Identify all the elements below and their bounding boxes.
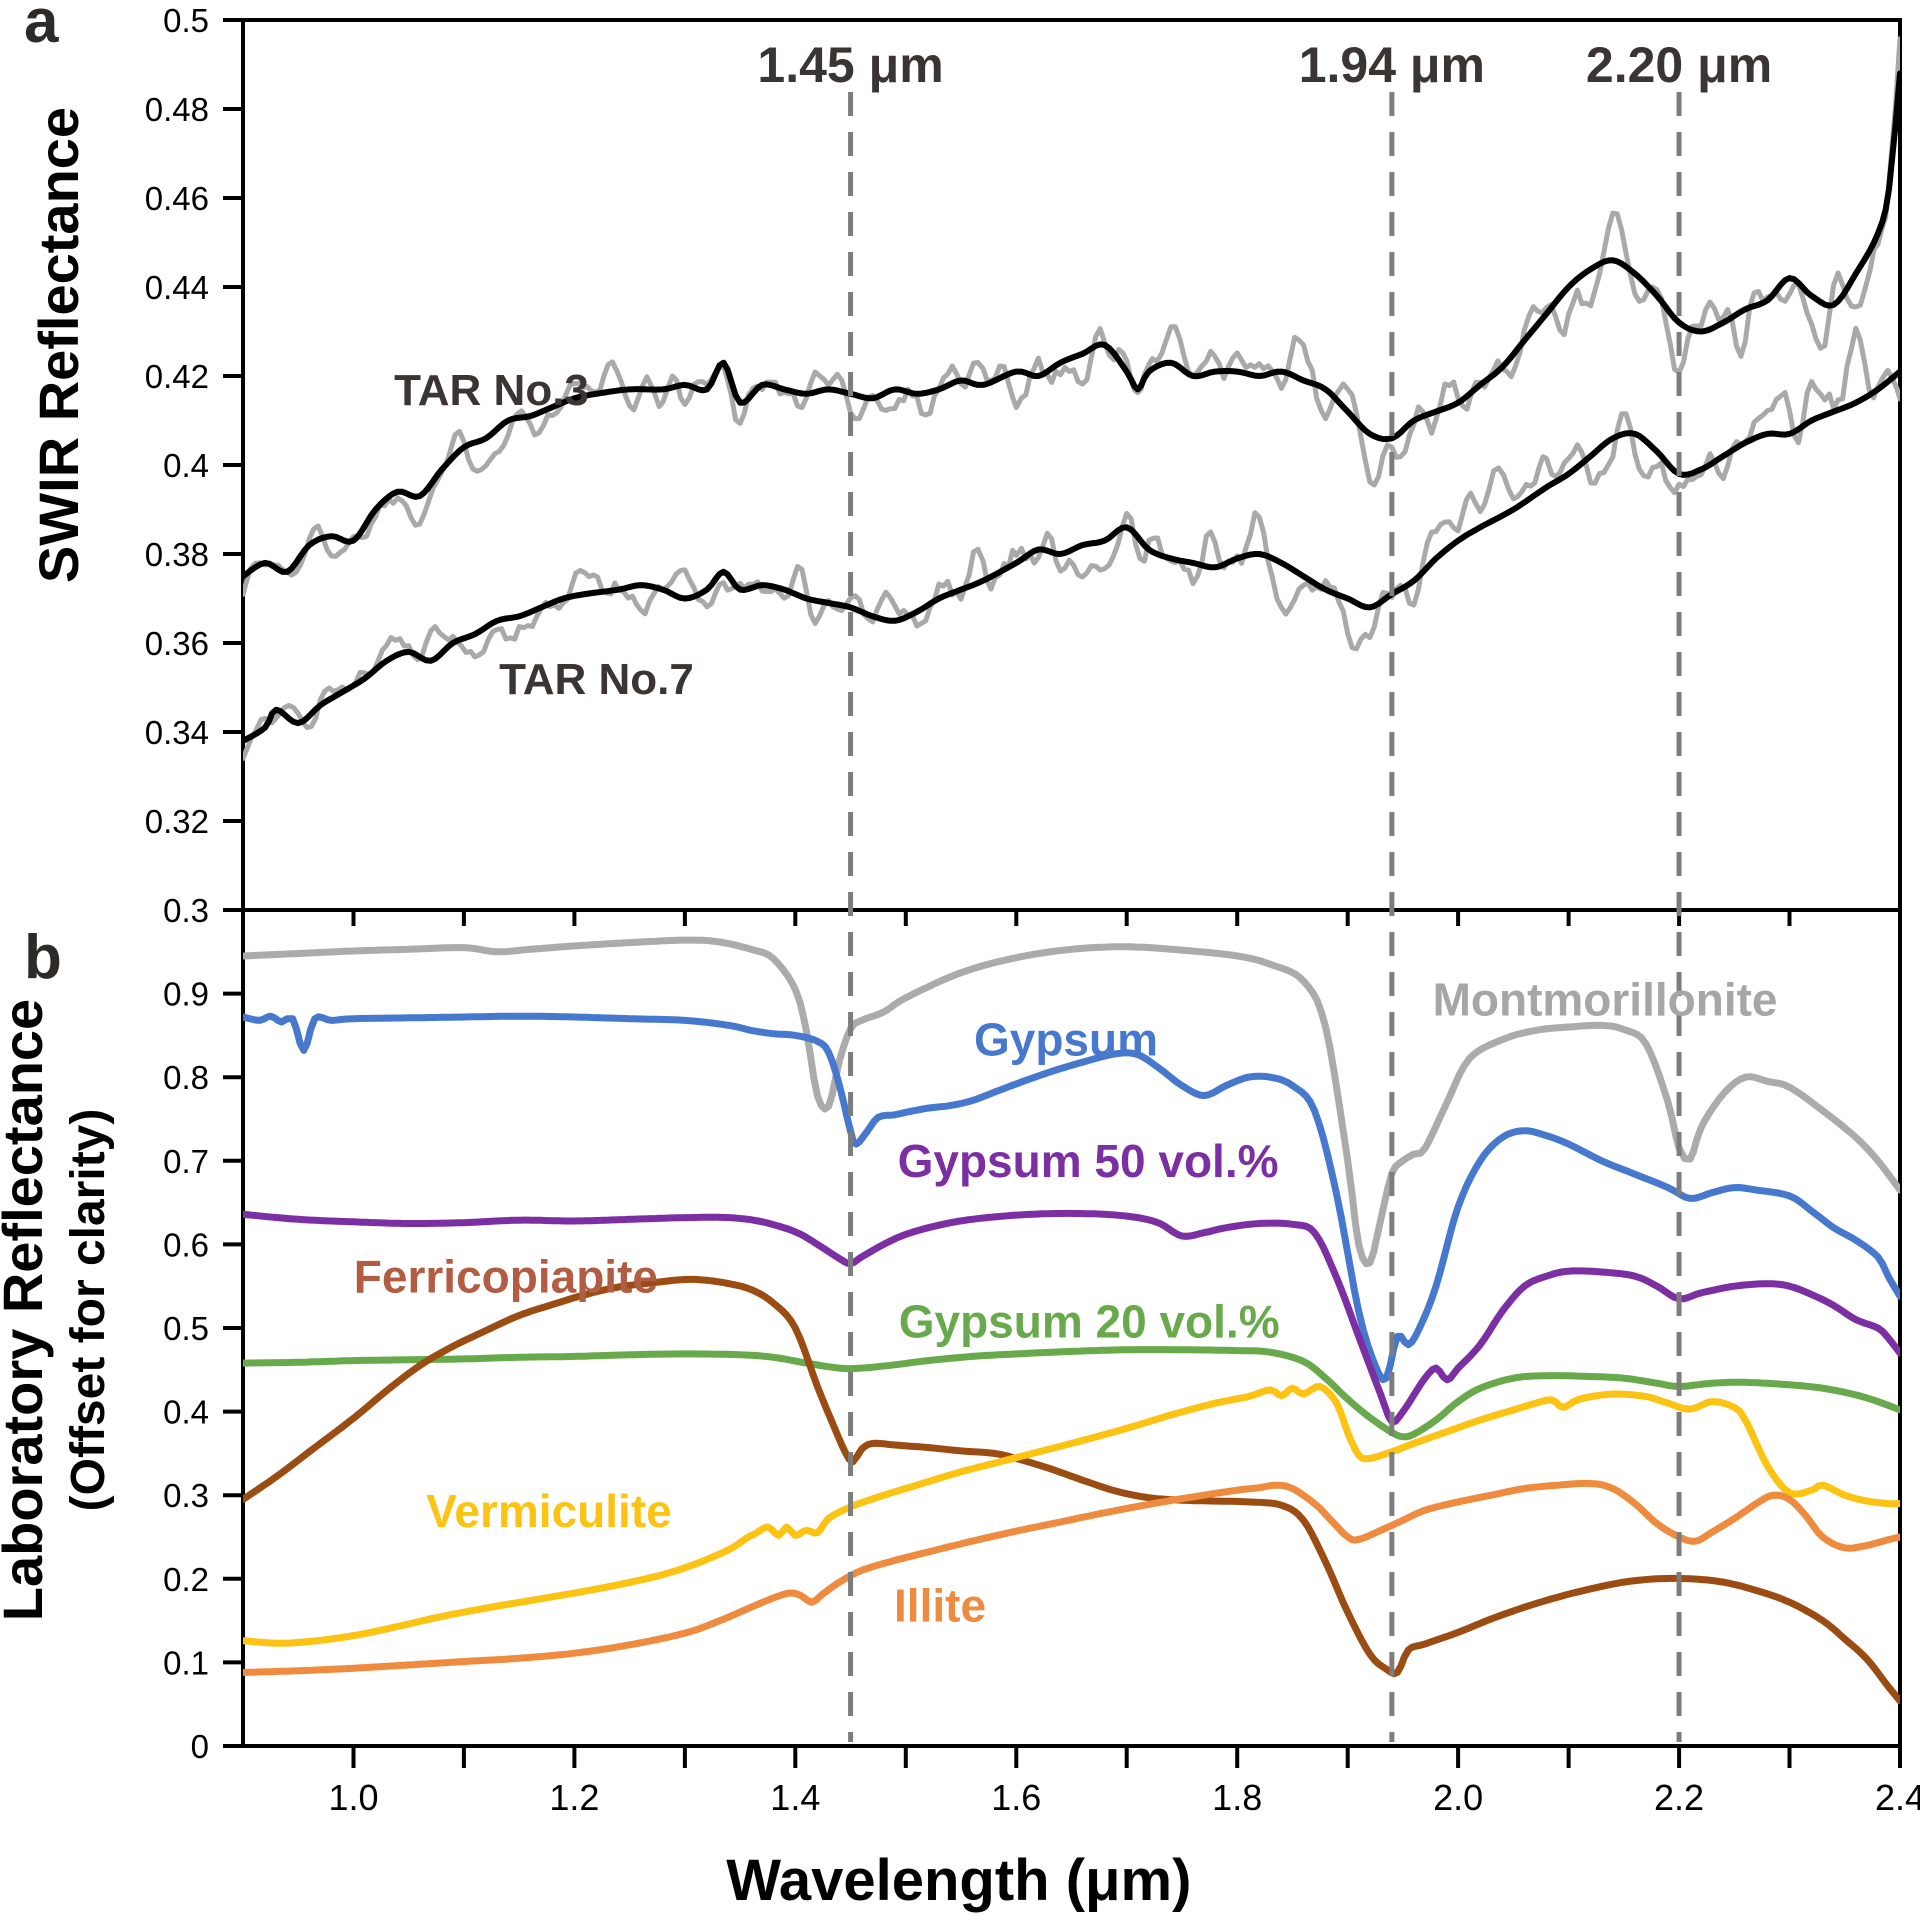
x-axis-tick-label: 1.4 (770, 1777, 820, 1818)
x-axis-tick-label: 2.4 (1875, 1777, 1920, 1818)
axis-titles: Wavelength (μm) SWIR Reflectance Laborator… (0, 0, 1191, 1913)
curve-tar-no-3 (243, 70, 1900, 580)
panel-b-y-tick-label: 0.1 (163, 1644, 209, 1681)
curve-tar-no-7-raw (243, 325, 1900, 761)
curve-tar-no-3-raw (243, 36, 1900, 597)
axis-ticks (223, 18, 1902, 1768)
label-tar-no-3: TAR No.3 (394, 366, 589, 415)
curve-tar-no-7 (243, 368, 1900, 744)
panel-a-y-tick-label: 0.34 (145, 714, 209, 751)
panel-b-y-axis-title-line1: Laboratory Reflectance (0, 999, 54, 1621)
panel-b-y-tick-label: 0.7 (163, 1143, 209, 1180)
label-montmorillonite: Montmorillonite (1433, 974, 1778, 1026)
panel-a-y-tick-label: 0.36 (145, 625, 209, 662)
label-illite: Illite (894, 1580, 986, 1632)
x-axis-tick-label: 2.0 (1433, 1777, 1483, 1818)
panel-b-y-tick-label: 0.2 (163, 1561, 209, 1598)
x-axis-tick-label: 1.6 (991, 1777, 1041, 1818)
panel-b-y-tick-label: 0.5 (163, 1310, 209, 1347)
curve-labels: TAR No.3 TAR No.7 Gypsum Montmorillonite Gyp… (354, 366, 1778, 1632)
curve-montmorillonite (243, 936, 1900, 1268)
label-gypsum-50-vol-: Gypsum 50 vol.% (898, 1135, 1279, 1187)
panel-b-curves (243, 936, 1900, 1705)
annotation-1.94: 1.94 μm (1299, 37, 1485, 93)
panel-b-y-tick-label: 0.9 (163, 976, 209, 1013)
panel-a-y-tick-label: 0.5 (163, 2, 209, 39)
panel-b-y-tick-label: 0.4 (163, 1394, 209, 1431)
label-gypsum-20-vol-: Gypsum 20 vol.% (899, 1295, 1280, 1347)
wavelength-annotations: 1.45 μm 1.94 μm 2.20 μm (757, 37, 1772, 93)
panel-b-letter: b (24, 923, 62, 992)
panel-b-y-tick-label: 0.3 (163, 1477, 209, 1514)
panel-b-y-tick-label: 0 (191, 1728, 209, 1765)
annotation-2.2: 2.20 μm (1586, 37, 1772, 93)
panel-a-curves (243, 36, 1900, 761)
annotation-1.45: 1.45 μm (757, 37, 943, 93)
x-axis-tick-label: 2.2 (1654, 1777, 1704, 1818)
panel-a-y-tick-label: 0.44 (145, 269, 209, 306)
label-ferricopiapite: Ferricopiapite (354, 1250, 658, 1302)
x-axis-title: Wavelength (μm) (726, 1848, 1191, 1913)
x-axis-tick-label: 1.8 (1212, 1777, 1262, 1818)
panel-a-letter: a (24, 0, 59, 56)
panel-a-y-tick-label: 0.32 (145, 803, 209, 840)
panel-a-y-tick-label: 0.48 (145, 91, 209, 128)
panel-a-y-tick-label: 0.42 (145, 358, 209, 395)
label-vermiculite: Vermiculite (426, 1485, 671, 1537)
tick-labels: 0.5 0.48 0.46 0.44 0.42 0.4 0.38 0.36 0.34 0.32 0.… (145, 2, 1920, 1818)
panel-b-y-axis-title-line2: (Offset for clarity) (62, 1109, 115, 1512)
label-tar-no-7: TAR No.7 (499, 655, 694, 704)
x-axis-tick-label: 1.0 (328, 1777, 378, 1818)
curve-gypsum-20-vol- (243, 1346, 1900, 1441)
panel-a-frame (241, 18, 1902, 912)
panel-a-y-tick-label: 0.4 (163, 447, 209, 484)
x-axis-tick-label: 1.2 (549, 1777, 599, 1818)
curve-vermiculite (243, 1383, 1900, 1647)
panel-a-y-tick-label: 0.46 (145, 180, 209, 217)
label-gypsum: Gypsum (974, 1014, 1158, 1066)
panel-a-y-tick-label: 0.38 (145, 536, 209, 573)
reference-dashed-lines (848, 92, 1682, 1742)
panel-a-y-axis-title: SWIR Reflectance (27, 107, 90, 583)
curve-illite (243, 1479, 1900, 1676)
panel-b-y-tick-label: 0.6 (163, 1226, 209, 1263)
curve-gypsum-50-vol- (243, 1209, 1900, 1426)
panel-a-y-tick-label: 0.3 (163, 892, 209, 929)
curve-ferricopiapite (243, 1275, 1900, 1705)
curve-gypsum (243, 1012, 1900, 1384)
panel-b-y-tick-label: 0.8 (163, 1059, 209, 1096)
